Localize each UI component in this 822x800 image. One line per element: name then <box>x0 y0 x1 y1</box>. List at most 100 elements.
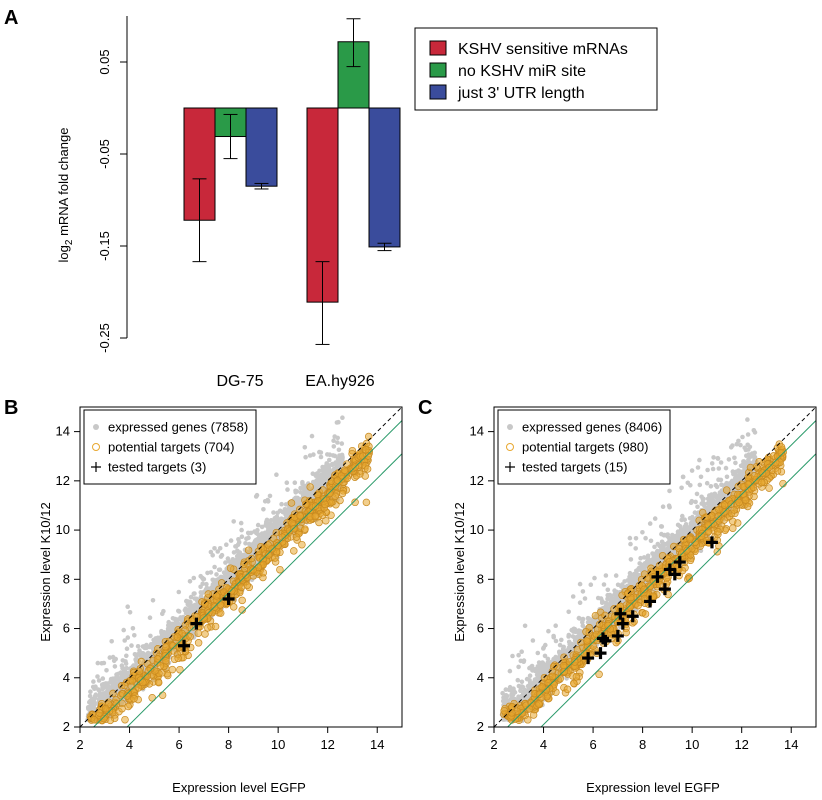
expressed-gene-point <box>107 655 113 660</box>
expressed-gene-point <box>194 597 200 603</box>
y-tick-label: -0.25 <box>97 323 112 353</box>
legend-entry: potential targets (704) <box>108 440 234 455</box>
potential-target-point <box>216 609 225 617</box>
potential-target-point <box>90 716 99 724</box>
potential-target-point <box>156 661 165 670</box>
expressed-gene-point <box>284 480 290 486</box>
expressed-gene-point <box>522 623 528 629</box>
expressed-gene-point <box>645 553 651 559</box>
expressed-gene-point <box>641 555 647 560</box>
potential-target-point <box>264 551 273 559</box>
expressed-gene-point <box>695 504 700 510</box>
y-tick-label: -0.15 <box>97 231 112 261</box>
expressed-gene-point <box>87 704 93 709</box>
expressed-gene-point <box>239 527 244 533</box>
panel-a-error-bars <box>192 18 392 345</box>
expressed-gene-point <box>176 609 182 614</box>
expressed-gene-point <box>559 637 564 643</box>
expressed-gene-point <box>93 684 98 689</box>
group-label-dg75: DG-75 <box>216 373 263 390</box>
potential-target-point <box>201 600 209 608</box>
expressed-gene-point <box>577 600 583 605</box>
panel-a-y-label: log2 mRNA fold change <box>56 128 75 263</box>
panel-label-b: B <box>4 397 18 419</box>
expressed-gene-point <box>112 664 118 669</box>
expressed-gene-point <box>104 668 109 673</box>
expressed-gene-point <box>582 596 588 601</box>
expressed-gene-point <box>745 417 750 422</box>
expressed-gene-point <box>334 462 339 468</box>
potential-target-point <box>343 474 351 483</box>
expressed-gene-point <box>259 524 265 530</box>
expressed-gene-point <box>521 659 526 664</box>
potential-target-point <box>212 592 221 600</box>
expressed-gene-point <box>208 549 214 555</box>
expressed-gene-point <box>147 615 153 620</box>
expressed-gene-point <box>208 570 214 575</box>
expressed-gene-point <box>716 466 722 471</box>
legend-swatch <box>429 84 447 100</box>
potential-target-point <box>287 499 296 507</box>
expressed-gene-point <box>95 660 101 666</box>
potential-target-point <box>321 500 329 509</box>
expressed-gene-point <box>715 456 721 461</box>
expressed-gene-point <box>337 461 343 467</box>
expressed-gene-point <box>331 438 336 444</box>
potential-target-point <box>268 545 276 553</box>
y-tick-label: 12 <box>56 473 70 488</box>
expressed-gene-point <box>268 518 274 523</box>
expressed-gene-point <box>694 511 700 516</box>
expressed-gene-point <box>191 575 197 581</box>
expressed-gene-point <box>339 452 345 458</box>
expressed-gene-point <box>88 689 93 694</box>
expressed-gene-point <box>212 546 217 551</box>
expressed-gene-point <box>320 464 325 470</box>
panel-b-y-label: Expression level K10/12 <box>38 502 53 641</box>
expressed-gene-point <box>133 657 138 662</box>
expressed-gene-point <box>234 554 240 559</box>
expressed-gene-point <box>318 450 324 455</box>
expressed-gene-point <box>265 499 271 504</box>
expressed-gene-point <box>553 623 558 628</box>
expressed-gene-point <box>119 663 125 668</box>
potential-target-point <box>139 678 147 687</box>
points-layer <box>494 407 816 727</box>
potential-target-point <box>298 540 306 549</box>
y-tick-label: 2 <box>63 719 70 734</box>
potential-target-point <box>311 512 320 521</box>
expressed-gene-point <box>577 581 583 587</box>
potential-target-point <box>364 452 373 460</box>
expressed-gene-point <box>633 536 639 541</box>
potential-target-point <box>351 498 359 507</box>
expressed-gene-point <box>688 500 694 506</box>
expressed-gene-point <box>745 432 751 437</box>
expressed-gene-point <box>113 682 118 687</box>
expressed-gene-point <box>326 465 332 470</box>
potential-target-point <box>148 694 156 702</box>
x-tick-label: 8 <box>225 737 232 752</box>
expressed-gene-point <box>236 539 242 545</box>
expressed-gene-point <box>115 675 120 680</box>
expressed-gene-point <box>121 627 126 633</box>
expressed-gene-point <box>545 656 551 662</box>
expressed-gene-point <box>303 454 308 460</box>
expressed-gene-point <box>274 472 279 478</box>
expressed-gene-point <box>229 573 234 578</box>
expressed-gene-point <box>127 610 133 615</box>
potential-target-point <box>153 655 162 663</box>
plot-frame <box>79 406 403 728</box>
potential-target-point <box>269 534 278 543</box>
potential-target-point <box>278 533 287 541</box>
potential-target-point <box>361 472 369 480</box>
expressed-gene-point <box>165 634 170 639</box>
expressed-gene-point <box>137 648 142 653</box>
expressed-gene-point <box>118 670 124 675</box>
expressed-gene-point <box>327 457 332 463</box>
expressed-gene-point <box>335 456 341 462</box>
potential-target-point <box>118 704 126 713</box>
expressed-gene-point <box>592 575 597 581</box>
expressed-gene-point <box>285 487 290 492</box>
expressed-gene-point <box>103 681 109 686</box>
